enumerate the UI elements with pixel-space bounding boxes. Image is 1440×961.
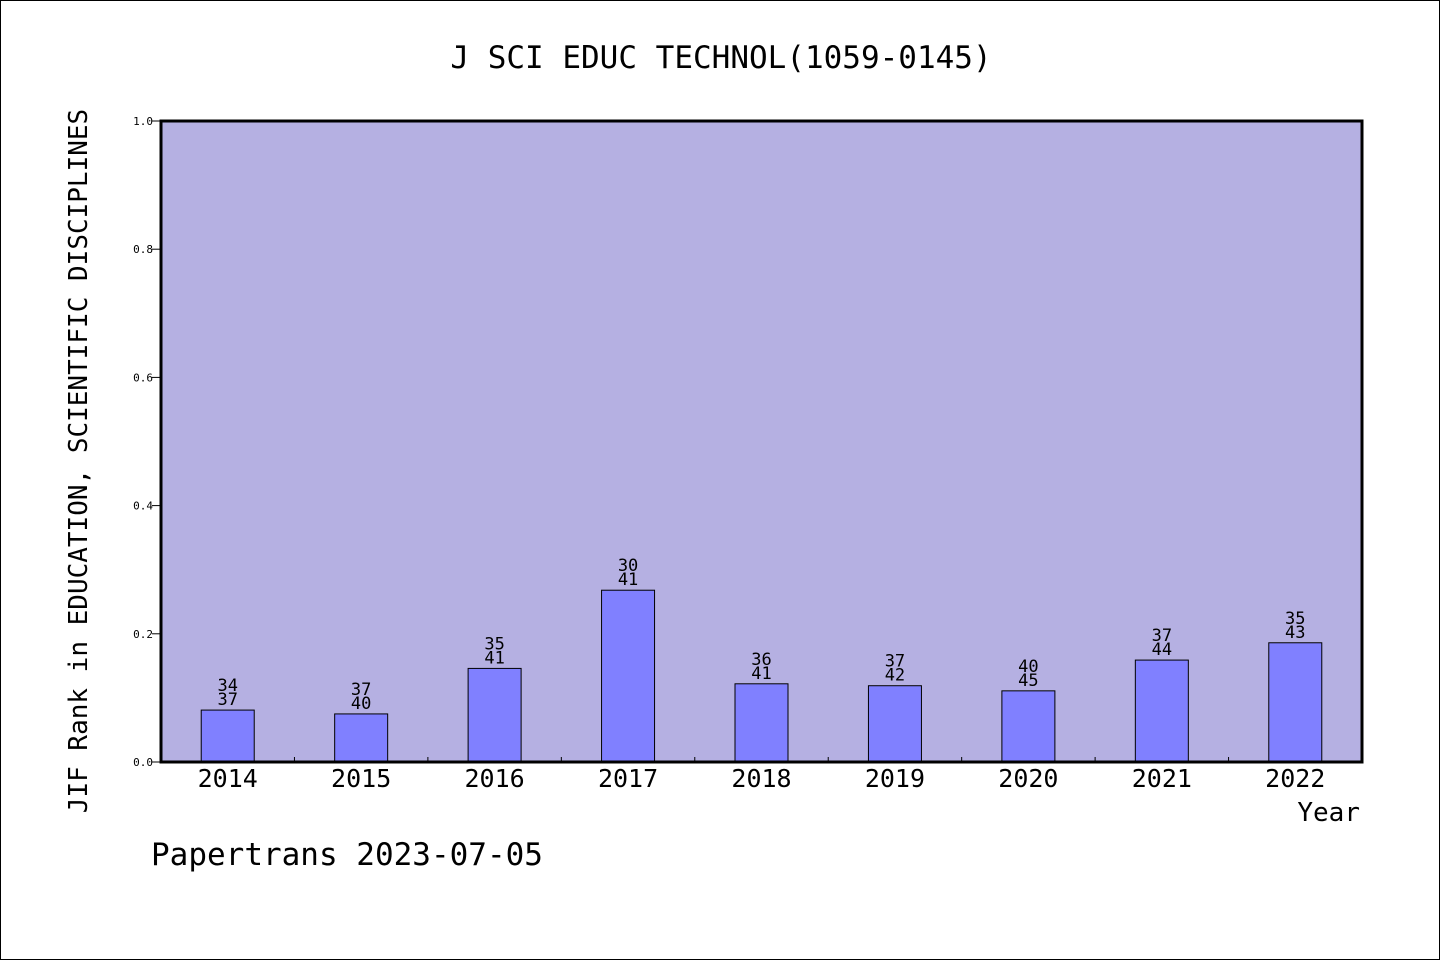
data-label-rank: 37 — [885, 652, 905, 672]
bar-2015 — [334, 713, 389, 763]
x-category-label: 2019 — [865, 764, 925, 793]
data-label-total: 43 — [1285, 623, 1305, 643]
bar-2021 — [1134, 659, 1189, 763]
x-category-label: 2014 — [198, 764, 258, 793]
data-label-total: 40 — [351, 694, 371, 714]
x-category-label: 2021 — [1132, 764, 1192, 793]
data-label-total: 42 — [885, 666, 905, 686]
y-tick-label: 0.4 — [133, 500, 153, 513]
data-label-rank: 35 — [484, 634, 504, 654]
x-category-labels: 2014 2015 2016 2017 2018 2019 2020 2021 2022 — [198, 764, 1326, 793]
x-category-label: 2017 — [598, 764, 658, 793]
data-label-total: 45 — [1018, 671, 1038, 691]
y-tick-label: 0.2 — [133, 628, 153, 641]
data-label-rank: 37 — [351, 680, 371, 700]
data-label-rank: 30 — [618, 556, 638, 576]
bar-2019 — [867, 685, 922, 763]
x-category-label: 2020 — [998, 764, 1058, 793]
bars-group — [200, 589, 1323, 763]
bar-2018 — [734, 683, 789, 763]
bar-2017 — [601, 589, 656, 763]
data-label-rank: 37 — [1152, 626, 1172, 646]
data-label-rank: 36 — [751, 650, 771, 670]
x-axis-title: Year — [1297, 798, 1360, 828]
data-label-total: 41 — [484, 648, 504, 668]
plot-area — [161, 121, 1362, 762]
data-label-total: 41 — [751, 664, 771, 684]
bar-2020 — [1001, 690, 1056, 763]
footer-credit: Papertrans 2023-07-05 — [151, 837, 543, 873]
data-label-rank: 40 — [1018, 657, 1038, 677]
y-axis-title: JIF Rank in EDUCATION, SCIENTIFIC DISCIP… — [64, 109, 94, 813]
data-label-total: 37 — [217, 690, 237, 710]
plot-border — [159, 119, 1364, 764]
bar-2016 — [467, 667, 522, 763]
y-tick-label: 1.0 — [133, 115, 153, 128]
x-category-label: 2016 — [465, 764, 525, 793]
data-label-rank: 35 — [1285, 609, 1305, 629]
bar-2014 — [200, 709, 255, 763]
data-label-total: 44 — [1152, 640, 1172, 660]
y-axis-ticks: 0.0 0.2 0.4 0.6 0.8 1.0 — [133, 115, 161, 769]
x-category-label: 2015 — [331, 764, 391, 793]
data-label-total: 41 — [618, 570, 638, 590]
bar-2022 — [1268, 642, 1323, 763]
x-category-label: 2022 — [1265, 764, 1325, 793]
chart-title: J SCI EDUC TECHNOL(1059-0145) — [450, 40, 991, 76]
y-tick-label: 0.0 — [133, 756, 153, 769]
y-tick-label: 0.8 — [133, 243, 153, 256]
y-tick-label: 0.6 — [133, 371, 153, 384]
data-label-rank: 34 — [217, 676, 237, 696]
x-category-label: 2018 — [731, 764, 791, 793]
